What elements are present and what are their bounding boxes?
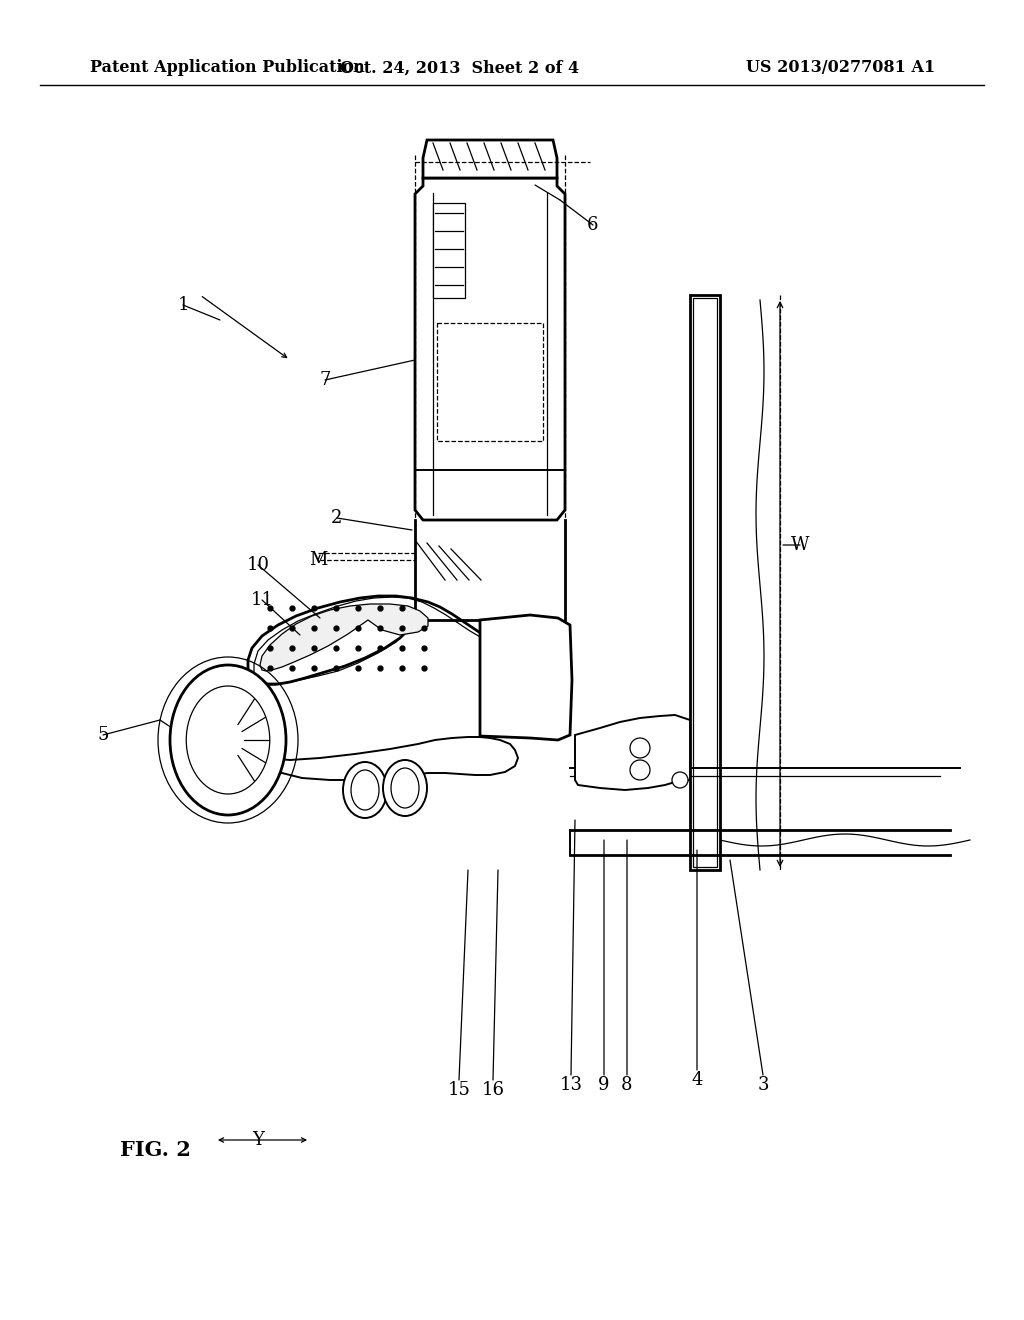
Text: FIG. 2: FIG. 2 bbox=[120, 1140, 190, 1160]
Bar bbox=[437, 323, 543, 441]
Ellipse shape bbox=[630, 738, 650, 758]
Text: 9: 9 bbox=[598, 1076, 609, 1094]
Ellipse shape bbox=[383, 760, 427, 816]
Bar bbox=[693, 298, 717, 867]
Ellipse shape bbox=[343, 762, 387, 818]
Bar bbox=[690, 294, 720, 870]
Ellipse shape bbox=[630, 760, 650, 780]
Ellipse shape bbox=[186, 686, 269, 795]
Text: 2: 2 bbox=[332, 510, 343, 527]
Text: 1: 1 bbox=[177, 296, 188, 314]
Ellipse shape bbox=[391, 768, 419, 808]
Text: Oct. 24, 2013  Sheet 2 of 4: Oct. 24, 2013 Sheet 2 of 4 bbox=[340, 59, 580, 77]
Text: Patent Application Publication: Patent Application Publication bbox=[90, 59, 365, 77]
Ellipse shape bbox=[672, 772, 688, 788]
Text: Y: Y bbox=[252, 1131, 264, 1148]
Text: 6: 6 bbox=[587, 216, 599, 234]
Text: 10: 10 bbox=[247, 556, 269, 574]
Text: 8: 8 bbox=[622, 1076, 633, 1094]
Text: 4: 4 bbox=[691, 1071, 702, 1089]
Text: 13: 13 bbox=[559, 1076, 583, 1094]
Text: W: W bbox=[791, 536, 809, 554]
Ellipse shape bbox=[170, 665, 286, 814]
Text: US 2013/0277081 A1: US 2013/0277081 A1 bbox=[745, 59, 935, 77]
Text: 11: 11 bbox=[251, 591, 273, 609]
Text: M: M bbox=[309, 550, 328, 569]
Polygon shape bbox=[480, 615, 572, 741]
Text: 5: 5 bbox=[97, 726, 109, 744]
Text: 16: 16 bbox=[481, 1081, 505, 1100]
Polygon shape bbox=[260, 605, 428, 671]
Polygon shape bbox=[415, 178, 565, 520]
Text: 7: 7 bbox=[319, 371, 331, 389]
Polygon shape bbox=[575, 715, 690, 789]
Text: 3: 3 bbox=[758, 1076, 769, 1094]
Polygon shape bbox=[433, 203, 465, 298]
Polygon shape bbox=[423, 140, 557, 178]
Ellipse shape bbox=[351, 770, 379, 810]
Text: 15: 15 bbox=[447, 1081, 470, 1100]
